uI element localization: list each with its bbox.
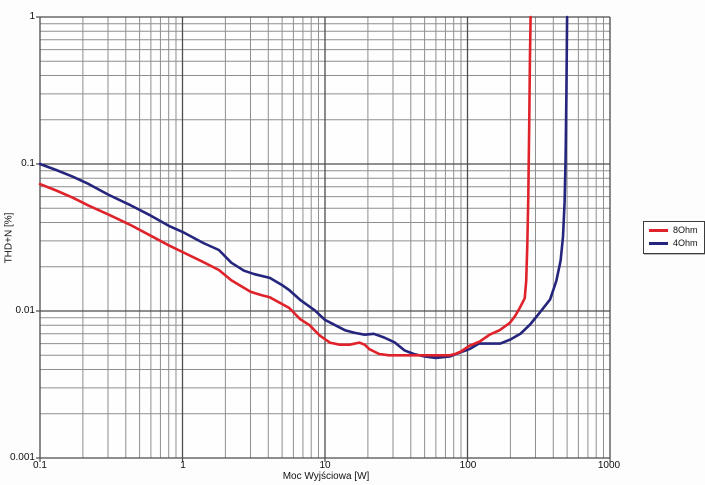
legend-line-8ohm-icon <box>649 229 668 232</box>
y-tick-label-0.001: 0.001 <box>9 452 35 463</box>
legend-item-8ohm: 8Ohm <box>649 226 698 235</box>
x-tick-label-0.1: 0.1 <box>33 460 47 471</box>
legend: 8Ohm 4Ohm <box>643 221 705 254</box>
x-tick-label-100: 100 <box>459 460 477 471</box>
legend-item-4ohm: 4Ohm <box>649 239 698 248</box>
x-tick-label-10: 10 <box>319 460 331 471</box>
y-axis-title: THD+N [%] <box>3 212 15 264</box>
y-tick-label-0.01: 0.01 <box>15 305 35 316</box>
y-tick-label-0.1: 0.1 <box>21 158 35 169</box>
legend-label-4ohm: 4Ohm <box>673 238 698 248</box>
y-tick-label-1: 1 <box>29 11 35 22</box>
x-axis-title: Moc Wyjściowa [W] <box>282 471 370 482</box>
legend-line-4ohm-icon <box>649 242 668 245</box>
legend-label-8ohm: 8Ohm <box>673 225 698 235</box>
x-tick-label-1000: 1000 <box>597 460 621 471</box>
x-tick-label-1: 1 <box>180 460 186 471</box>
series-8ohm-line <box>38 15 532 357</box>
series-4ohm-line <box>38 15 569 360</box>
